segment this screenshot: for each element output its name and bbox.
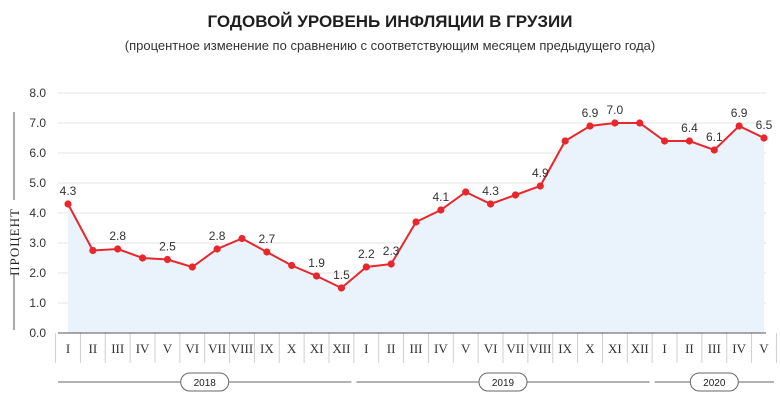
label-layer: 4.3 2.8 2.5 2.8 2.7 1.9 1.5 2.2 2.3 4.1 4.3 4.9 6.9 7… — [60, 103, 773, 282]
data-point — [735, 122, 743, 130]
data-label: 2.8 — [109, 229, 126, 243]
data-point — [387, 260, 395, 268]
y-tick-label: 4.0 — [29, 206, 46, 220]
y-tick-label: 8.0 — [29, 86, 46, 100]
y-tick-label: 6.0 — [29, 146, 46, 160]
data-point — [337, 284, 346, 292]
data-label: 4.3 — [60, 184, 77, 198]
data-point — [536, 182, 544, 190]
data-label: 2.8 — [209, 229, 226, 243]
x-tick-label: V — [163, 341, 173, 356]
data-label: 4.3 — [482, 184, 499, 198]
data-label: 2.5 — [159, 240, 176, 254]
x-tick-label: XII — [631, 341, 649, 356]
data-point — [511, 191, 520, 199]
year-badge — [689, 372, 739, 392]
data-point — [238, 234, 246, 243]
data-point — [636, 119, 644, 127]
y-tick-label: 1.0 — [29, 296, 46, 310]
data-label: 1.5 — [333, 268, 350, 282]
x-tick-label: XI — [608, 341, 622, 356]
data-point — [288, 261, 296, 270]
data-point — [462, 188, 470, 196]
data-point — [710, 146, 718, 154]
y-tick-label: 3.0 — [29, 236, 46, 250]
x-tick-label: VIII — [231, 341, 253, 356]
year-label: 2020 — [703, 378, 726, 389]
data-point — [660, 137, 669, 145]
x-tick-label: IV — [732, 341, 746, 356]
data-point — [114, 245, 122, 253]
data-point — [188, 263, 196, 271]
x-tick-label: XII — [332, 341, 350, 356]
data-label: 4.1 — [433, 190, 450, 204]
x-tick-label: III — [708, 341, 721, 356]
x-tick-label: I — [662, 341, 666, 356]
x-tick-label: II — [387, 341, 396, 356]
x-tick-label: VI — [484, 341, 498, 356]
data-label: 6.1 — [706, 130, 723, 144]
y-tick-label: 7.0 — [29, 116, 46, 130]
data-label: 2.2 — [358, 247, 375, 261]
year-badge — [180, 372, 230, 392]
x-tick-label: IV — [136, 341, 150, 356]
point-layer — [64, 119, 768, 292]
x-tick-label: XI — [310, 341, 324, 356]
data-point — [685, 137, 694, 145]
x-tick-label: I — [364, 341, 368, 356]
data-label: 6.4 — [681, 121, 698, 135]
chart-title: ГОДОВОЙ УРОВЕНЬ ИНФЛЯЦИИ В ГРУЗИИ — [207, 12, 573, 31]
axis-layer: 0.01.02.03.04.05.06.07.08.0I II III IV V VI VI… — [13, 86, 774, 392]
data-point — [586, 122, 594, 130]
x-tick-label: X — [287, 341, 297, 356]
data-point — [760, 134, 768, 142]
x-tick-label: VII — [506, 341, 524, 356]
x-tick-label: V — [759, 341, 769, 356]
year-label: 2019 — [492, 378, 515, 389]
x-tick-label: III — [410, 341, 423, 356]
data-point — [561, 137, 569, 145]
x-tick-label: VIII — [529, 341, 551, 356]
x-tick-label: V — [461, 341, 471, 356]
data-point — [213, 245, 221, 253]
data-point — [486, 200, 495, 208]
x-tick-label: IV — [434, 341, 448, 356]
x-tick-label: X — [585, 341, 595, 356]
x-tick-label: II — [685, 341, 694, 356]
x-tick-label: IX — [558, 341, 572, 356]
y-tick-label: 0.0 — [29, 326, 46, 340]
chart-subtitle: (процентное изменение по сравнению с соо… — [124, 38, 656, 53]
x-tick-label: VII — [208, 341, 226, 356]
series-area — [68, 123, 764, 333]
data-label: 6.9 — [731, 106, 748, 120]
data-point — [362, 263, 370, 271]
data-point — [437, 206, 445, 214]
x-tick-label: I — [66, 341, 70, 356]
data-point — [89, 246, 97, 255]
data-label: 1.9 — [308, 256, 325, 270]
data-point — [138, 254, 147, 262]
data-label: 6.9 — [582, 106, 599, 120]
data-label: 2.3 — [383, 244, 400, 258]
x-tick-label: VI — [185, 341, 199, 356]
x-tick-label: IX — [260, 341, 274, 356]
data-label: 7.0 — [607, 103, 624, 117]
y-tick-label: 5.0 — [29, 176, 46, 190]
data-label: 2.7 — [259, 232, 276, 246]
year-label: 2018 — [194, 378, 217, 389]
data-point — [611, 119, 619, 127]
data-point — [263, 248, 271, 256]
data-point — [163, 255, 172, 264]
data-label: 6.5 — [756, 118, 773, 132]
data-point — [312, 272, 321, 280]
x-tick-label: II — [89, 341, 98, 356]
area-layer — [68, 123, 764, 333]
data-point — [64, 200, 72, 208]
data-label: 4.9 — [532, 166, 549, 180]
data-point — [412, 218, 420, 226]
year-badge — [478, 372, 528, 392]
y-tick-label: 2.0 — [29, 266, 46, 280]
x-tick-label: III — [111, 341, 124, 356]
